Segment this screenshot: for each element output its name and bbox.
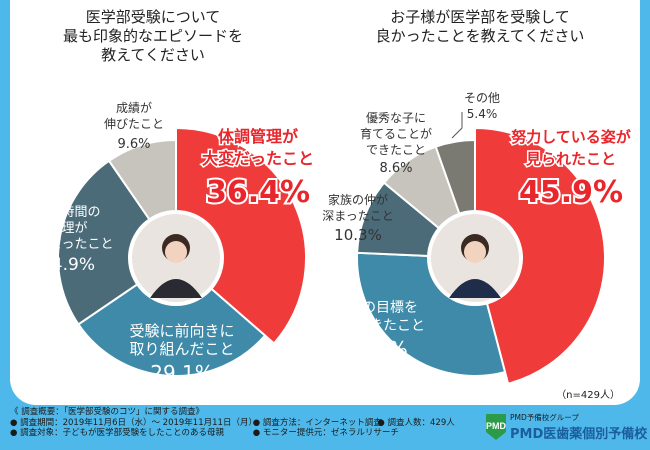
- footer-target: ● 調査対象：子どもが医学部受験をしたことのある母親: [10, 428, 225, 438]
- slice-label: 育てることが: [360, 126, 432, 141]
- pie-slice: [473, 126, 606, 385]
- slice-label: 大変だったこと: [22, 236, 113, 252]
- slice-label: 管理が: [48, 221, 87, 236]
- slice-label: 見られたこと: [525, 150, 616, 168]
- slice-value: 45.9%: [519, 175, 623, 210]
- person-body: [150, 279, 202, 298]
- title-line: お子様が医学部を受験して: [390, 8, 570, 26]
- logo-subtitle: PMD予備校グループ: [510, 413, 579, 422]
- person-face: [464, 241, 486, 263]
- slice-label: 深まったこと: [322, 209, 394, 223]
- slice-label: 努力している姿が: [511, 128, 632, 146]
- title-line: 良かったことを教えてください: [375, 27, 585, 45]
- slice-label: 達成できたこと: [327, 318, 425, 334]
- title-line: 教えてください: [101, 46, 205, 64]
- slice-label: 受験に前向きに: [129, 322, 234, 340]
- brand-logo: PMD PMD予備校グループ PMD医歯薬個別予備校: [484, 412, 647, 444]
- slice-label: できたこと: [366, 143, 426, 157]
- footer-monitor: ● モニター提供元：ゼネラルリサーチ: [252, 428, 399, 438]
- slice-label: 長年の目標を: [334, 300, 418, 316]
- person-face: [165, 241, 187, 263]
- slice-label: 優秀な子に: [366, 111, 426, 125]
- slice-label: 大変だったこと: [202, 149, 314, 168]
- footer-heading: 《 調査概要：「医学部受験のコツ」に関する調査》: [10, 407, 204, 417]
- slice-label: 伸びたこと: [104, 117, 164, 131]
- slice-value: 24.9%: [41, 255, 95, 275]
- slice-value: 9.6%: [117, 137, 150, 152]
- logo-name: PMD医歯薬個別予備校: [510, 427, 648, 442]
- slice-value: 36.4%: [206, 175, 310, 210]
- right-chart-title: お子様が医学部を受験して 良かったことを教えてください: [335, 8, 625, 46]
- slice-label: 成績が: [116, 100, 152, 115]
- slice-value: 5.4%: [467, 107, 498, 121]
- footer-period: ● 調査期間：2019年11月6日（水）～ 2019年11月11日（月）: [10, 417, 257, 428]
- sample-size-note: （n=429人）: [556, 389, 620, 401]
- leader-line: [451, 112, 463, 139]
- logo-mark-icon: PMD: [486, 414, 507, 440]
- slice-label: 取り組んだこと: [129, 340, 234, 358]
- slice-label: その他: [464, 91, 500, 105]
- svg-text:PMD: PMD: [486, 421, 507, 431]
- slice-label: 体調管理が: [218, 127, 298, 146]
- left-chart-title: 医学部受験について 最も印象的なエピソードを 教えてください: [8, 8, 298, 65]
- footer-method: ● 調査方法：インターネット調査: [252, 417, 382, 428]
- slice-label: 家族の仲が: [328, 192, 388, 207]
- person-body: [449, 279, 501, 298]
- slice-value: 10.3%: [334, 226, 382, 244]
- slice-value: 8.6%: [379, 161, 412, 176]
- title-line: 医学部受験について: [85, 8, 221, 26]
- footer-count: ● 調査人数：429人: [377, 417, 455, 428]
- survey-footer: 《 調査概要：「医学部受験のコツ」に関する調査》 ● 調査期間：2019年11月…: [10, 407, 480, 449]
- title-line: 最も印象的なエピソードを: [62, 27, 243, 45]
- slice-value: 29.1%: [150, 361, 214, 385]
- slice-value: 29.8%: [344, 337, 408, 361]
- slice-label: 勉強時間の: [35, 205, 100, 220]
